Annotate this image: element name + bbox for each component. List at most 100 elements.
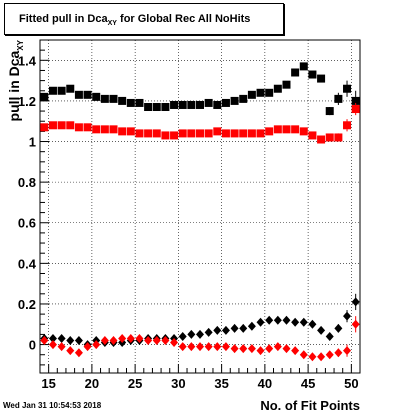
data-point-square bbox=[144, 103, 153, 112]
data-point-square bbox=[282, 80, 291, 89]
data-point-square bbox=[178, 100, 187, 109]
data-point-diamond bbox=[256, 346, 265, 356]
data-point-square bbox=[230, 96, 239, 105]
x-tick-label: 40 bbox=[258, 376, 272, 391]
data-point-square bbox=[135, 98, 144, 107]
data-point-square bbox=[273, 84, 282, 93]
data-point-diamond bbox=[351, 319, 360, 329]
data-point-square bbox=[256, 129, 265, 138]
data-point-square bbox=[187, 100, 196, 109]
data-point-square bbox=[351, 105, 360, 114]
data-point-square bbox=[308, 70, 317, 79]
data-point-square bbox=[126, 127, 135, 136]
data-point-diamond bbox=[247, 321, 256, 331]
data-point-square bbox=[230, 129, 239, 138]
data-point-diamond bbox=[247, 344, 256, 354]
data-point-diamond bbox=[325, 350, 334, 360]
data-point-diamond bbox=[273, 315, 282, 325]
data-point-diamond bbox=[334, 348, 343, 358]
data-point-square bbox=[187, 129, 196, 138]
data-point-diamond bbox=[317, 352, 326, 362]
data-point-square bbox=[109, 125, 118, 134]
data-point-diamond bbox=[317, 325, 326, 335]
data-point-diamond bbox=[308, 319, 317, 329]
data-point-diamond bbox=[57, 342, 66, 352]
x-tick-label: 45 bbox=[301, 376, 315, 391]
timestamp: Wed Jan 31 10:54:53 2018 bbox=[3, 401, 102, 410]
data-point-diamond bbox=[152, 336, 161, 346]
data-point-diamond bbox=[299, 317, 308, 327]
data-point-square bbox=[66, 121, 75, 130]
data-point-square bbox=[247, 129, 256, 138]
data-point-diamond bbox=[40, 336, 49, 346]
axes-frame bbox=[39, 39, 361, 374]
data-point-square bbox=[126, 98, 135, 107]
data-point-diamond bbox=[273, 342, 282, 352]
data-point-square bbox=[92, 92, 101, 101]
x-tick-label: 25 bbox=[128, 376, 142, 391]
data-point-square bbox=[135, 129, 144, 138]
data-point-square bbox=[213, 127, 222, 136]
y-tick-label: 0.6 bbox=[18, 216, 36, 231]
data-point-square bbox=[213, 100, 222, 109]
data-point-square bbox=[325, 133, 334, 142]
data-point-square bbox=[204, 129, 213, 138]
data-point-square bbox=[196, 129, 204, 138]
data-point-square bbox=[351, 96, 360, 105]
data-point-diamond bbox=[74, 348, 83, 358]
y-tick-label: 1 bbox=[29, 135, 36, 150]
data-point-diamond bbox=[48, 333, 57, 343]
data-point-diamond bbox=[118, 333, 127, 343]
data-point-square bbox=[221, 129, 230, 138]
data-point-square bbox=[118, 127, 127, 136]
data-point-square bbox=[118, 96, 127, 105]
x-tick-label: 30 bbox=[171, 376, 185, 391]
data-point-diamond bbox=[221, 325, 230, 335]
data-point-diamond bbox=[187, 329, 196, 339]
data-point-diamond bbox=[83, 342, 92, 352]
data-point-diamond bbox=[109, 336, 118, 346]
data-point-diamond bbox=[343, 346, 352, 356]
data-point-diamond bbox=[66, 336, 75, 346]
data-point-square bbox=[48, 121, 57, 130]
y-axis-label-main: pull in Dca bbox=[6, 50, 22, 121]
title-suffix: for Global Rec All NoHits bbox=[116, 13, 251, 25]
data-point-diamond bbox=[351, 297, 360, 307]
x-tick-label: 35 bbox=[214, 376, 228, 391]
data-point-square bbox=[40, 123, 49, 132]
data-point-square bbox=[317, 74, 326, 83]
data-point-diamond bbox=[204, 342, 213, 352]
data-point-square bbox=[343, 121, 352, 130]
data-point-square bbox=[178, 129, 187, 138]
data-point-diamond bbox=[282, 315, 291, 325]
y-tick-label: 0.2 bbox=[18, 297, 36, 312]
data-point-square bbox=[317, 135, 326, 144]
data-point-square bbox=[282, 125, 291, 134]
data-point-diamond bbox=[178, 331, 187, 341]
y-tick-label: 1.2 bbox=[18, 94, 36, 109]
y-tick-label: 0 bbox=[29, 338, 36, 353]
data-point-square bbox=[265, 88, 274, 97]
data-point-square bbox=[291, 68, 300, 77]
data-point-square bbox=[48, 86, 57, 95]
data-point-square bbox=[299, 127, 308, 136]
data-point-diamond bbox=[213, 342, 222, 352]
data-point-diamond bbox=[308, 352, 317, 362]
data-point-diamond bbox=[126, 333, 135, 343]
data-point-square bbox=[152, 129, 161, 138]
data-point-square bbox=[83, 123, 92, 132]
x-tick-label: 15 bbox=[41, 376, 55, 391]
data-point-diamond bbox=[265, 344, 274, 354]
data-point-square bbox=[74, 123, 83, 132]
data-point-diamond bbox=[265, 315, 274, 325]
data-point-square bbox=[239, 129, 248, 138]
title-prefix: Fitted pull in Dca bbox=[19, 13, 108, 25]
data-point-diamond bbox=[239, 344, 248, 354]
data-point-diamond bbox=[161, 336, 170, 346]
data-point-square bbox=[334, 94, 343, 103]
data-point-square bbox=[273, 125, 282, 134]
data-point-diamond bbox=[196, 329, 204, 339]
data-point-square bbox=[325, 107, 334, 116]
